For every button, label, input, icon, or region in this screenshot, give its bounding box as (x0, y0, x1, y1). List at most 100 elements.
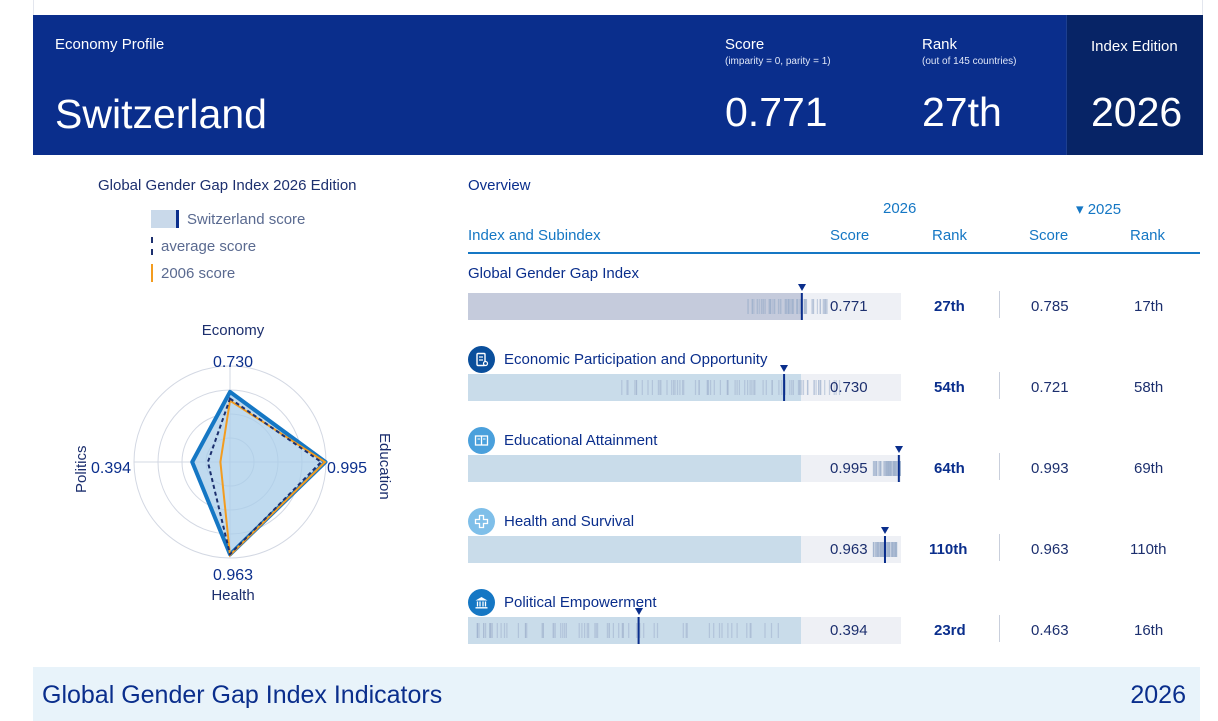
country-score-marker (783, 374, 786, 401)
score-value: 0.771 (725, 89, 828, 135)
distribution-tick (759, 299, 761, 314)
economy-header: Economy Profile Switzerland Score (impar… (33, 15, 1203, 155)
col-score-prev-header: Score (1029, 227, 1069, 244)
column-divider (999, 291, 1000, 318)
distribution-tick (778, 380, 780, 395)
col-rank-header: Rank (932, 227, 968, 244)
distribution-tick (651, 380, 653, 395)
distribution-tick (882, 542, 884, 557)
distribution-tick (890, 461, 892, 476)
distribution-tick (738, 380, 740, 395)
distribution-tick (736, 623, 738, 638)
distribution-tick (608, 623, 610, 638)
distribution-tick (880, 461, 882, 476)
score-2026: 0.995 (830, 460, 868, 477)
distribution-tick (753, 380, 755, 395)
score-label: Score (725, 36, 765, 53)
distribution-tick (744, 380, 746, 395)
distribution-tick (879, 542, 881, 557)
distribution-tick (787, 299, 789, 314)
distribution-tick (750, 623, 752, 638)
distribution-tick (881, 542, 883, 557)
distribution-tick (485, 623, 487, 638)
score-pointer-icon (880, 527, 889, 534)
distribution-tick (885, 542, 887, 557)
score-distribution (468, 374, 841, 401)
distribution-tick (671, 380, 673, 395)
column-divider (999, 372, 1000, 399)
distribution-tick (682, 380, 684, 395)
rank-2025: 69th (1134, 460, 1164, 477)
distribution-tick (627, 380, 629, 395)
distribution-tick (727, 380, 729, 395)
col-index-header: Index and Subindex (468, 227, 601, 244)
subindex-title: Economic Participation and Opportunity (504, 351, 768, 368)
distribution-tick (791, 380, 793, 395)
distribution-tick (826, 299, 828, 314)
score-2026: 0.394 (830, 622, 868, 639)
score-distribution-bar (468, 617, 901, 644)
distribution-tick (588, 623, 590, 638)
score-distribution (468, 617, 801, 644)
distribution-tick (818, 380, 820, 395)
distribution-tick (888, 542, 890, 557)
distribution-tick (889, 542, 891, 557)
distribution-tick (491, 623, 493, 638)
distribution-tick (554, 623, 556, 638)
distribution-tick (802, 380, 805, 395)
score-pointer-icon (634, 608, 643, 615)
indicators-year: 2026 (1130, 681, 1186, 709)
distribution-tick (626, 380, 628, 395)
country-score-marker (800, 293, 803, 320)
distribution-tick (791, 299, 793, 314)
radar-title: Global Gender Gap Index 2026 Edition (98, 177, 357, 194)
distribution-tick (749, 623, 751, 638)
distribution-tick (747, 380, 749, 395)
distribution-tick (686, 623, 688, 638)
distribution-tick (822, 299, 824, 314)
legend-average-score: average score (151, 237, 256, 255)
distribution-tick (889, 461, 891, 476)
header-rule (468, 252, 1200, 254)
distribution-tick (825, 299, 827, 314)
subindex-row: Economic Participation and Opportunity 0… (468, 346, 1200, 418)
distribution-tick (801, 380, 803, 395)
distribution-tick (707, 380, 710, 395)
score-heading: Score (imparity = 0, parity = 1) (725, 36, 831, 67)
book-icon (468, 427, 495, 454)
distribution-tick (718, 623, 721, 638)
distribution-tick (500, 623, 502, 638)
distribution-tick (896, 542, 898, 557)
distribution-tick (894, 461, 896, 476)
distribution-tick (781, 380, 783, 395)
distribution-tick (734, 380, 736, 395)
distribution-tick (674, 380, 676, 395)
bar-scale-fill (468, 617, 801, 644)
distribution-tick (706, 380, 708, 395)
distribution-tick (887, 461, 889, 476)
distribution-tick (796, 299, 798, 314)
distribution-tick (877, 542, 879, 557)
distribution-tick (606, 623, 608, 638)
country-score-marker (897, 455, 900, 482)
distribution-tick (636, 380, 638, 395)
distribution-tick (790, 299, 792, 314)
distribution-tick (833, 380, 835, 395)
overview-panel: Overview 2026 ▾ 2025 Index and Subindex … (468, 170, 1200, 660)
distribution-tick (673, 380, 675, 395)
subindex-row: Global Gender Gap Index 0.771 27th 0.785… (468, 265, 1200, 337)
score-pointer-icon (797, 284, 806, 291)
distribution-tick (773, 299, 775, 314)
distribution-tick (639, 623, 641, 638)
page-frame (33, 0, 1203, 15)
distribution-tick (886, 461, 888, 476)
distribution-tick (762, 299, 764, 314)
distribution-tick (754, 380, 756, 395)
year-previous: ▾ 2025 (1076, 201, 1122, 218)
distribution-tick (886, 542, 888, 557)
axis-value-economy: 0.730 (213, 354, 253, 371)
distribution-tick (643, 623, 645, 638)
distribution-tick (552, 623, 554, 638)
document-icon (468, 346, 495, 373)
distribution-tick (815, 380, 817, 395)
